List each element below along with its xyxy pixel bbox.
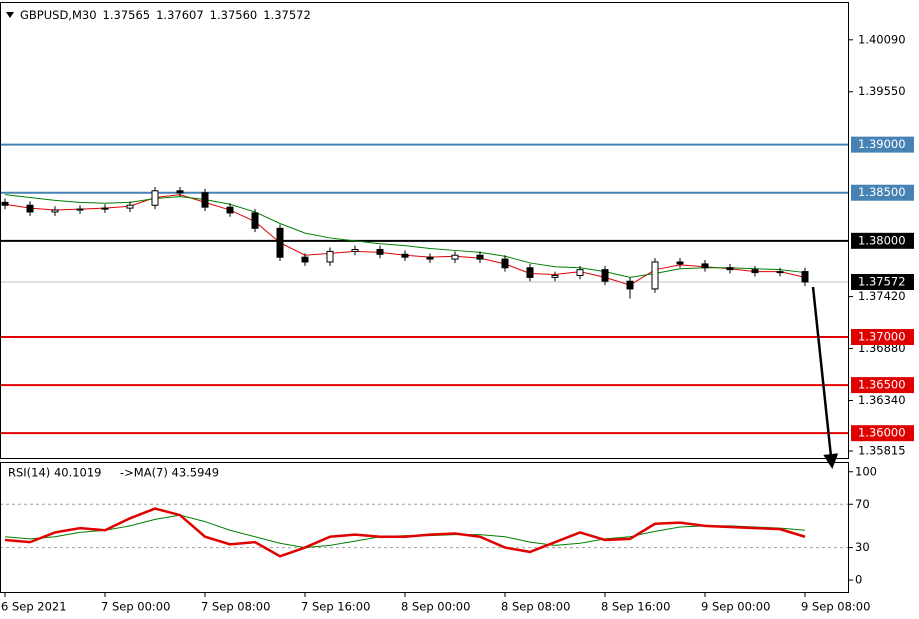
rsi-line xyxy=(4,507,806,558)
level-label-box xyxy=(851,377,914,394)
candle-body xyxy=(701,263,709,269)
level-label-box xyxy=(851,273,914,290)
y-tick-label: 1.36340 xyxy=(858,393,906,407)
x-tick-label: 6 Sep 2021 xyxy=(1,600,67,614)
candle-body xyxy=(751,269,759,274)
level-label: 1.36000 xyxy=(858,426,906,440)
y-tick-label: 1.37420 xyxy=(858,289,906,303)
menu-icon[interactable] xyxy=(6,12,14,18)
candle-body xyxy=(26,204,34,213)
candle-body xyxy=(251,212,259,229)
x-tick-label: 8 Sep 16:00 xyxy=(601,600,670,614)
candle-body xyxy=(801,271,809,283)
level-label: 1.38500 xyxy=(858,185,906,199)
main-panel xyxy=(0,2,849,459)
candle-body xyxy=(226,206,234,214)
candle-body xyxy=(176,190,184,194)
candle-body xyxy=(601,269,609,282)
candle-body xyxy=(551,274,559,278)
x-tick-label: 9 Sep 08:00 xyxy=(801,600,870,614)
rsi-title: RSI(14) 40.1019 xyxy=(8,466,102,480)
candle-body xyxy=(76,208,84,211)
candle-body xyxy=(51,209,59,213)
candle-body xyxy=(501,258,509,269)
candle-body xyxy=(151,190,159,206)
rsi-tick-label: 0 xyxy=(855,573,862,587)
candle-body xyxy=(376,248,384,255)
x-tick-label: 8 Sep 00:00 xyxy=(401,600,470,614)
y-tick-label: 1.39550 xyxy=(858,84,906,98)
moving-average xyxy=(4,194,806,278)
rsi-panel xyxy=(0,462,849,593)
rsi-tick-label: 100 xyxy=(855,464,877,478)
candle-body xyxy=(576,269,584,276)
level-label-box xyxy=(851,184,914,201)
level-label-box xyxy=(851,329,914,346)
level-label-box xyxy=(851,232,914,249)
level-label-box xyxy=(851,425,914,442)
rsi-ma-title: ->MA(7) 43.5949 xyxy=(120,466,219,480)
header: GBPUSD,M30 1.37565 1.37607 1.37560 1.37572 xyxy=(20,8,311,22)
candle-body xyxy=(351,248,359,252)
candle-body xyxy=(676,261,684,265)
candle-body xyxy=(476,254,484,260)
candle-body xyxy=(201,192,209,208)
symbol: GBPUSD,M30 xyxy=(20,8,97,22)
candle-body xyxy=(126,204,134,209)
x-tick-label: 7 Sep 08:00 xyxy=(201,600,270,614)
candle-body xyxy=(776,271,784,274)
forecast-arrow xyxy=(811,286,839,469)
price-plot xyxy=(1,143,848,435)
rsi-tick-label: 30 xyxy=(855,540,870,554)
candle-body xyxy=(1,201,9,206)
last-bar-value: 1.37560 xyxy=(210,8,258,22)
x-tick-label: 9 Sep 00:00 xyxy=(701,600,770,614)
last-bar-value: 1.37607 xyxy=(156,8,204,22)
axes: 1.400901.395501.374201.368801.363401.358… xyxy=(1,32,914,614)
candle-body xyxy=(626,280,634,290)
candle-body xyxy=(651,261,659,290)
candle-body xyxy=(326,250,334,263)
level-label: 1.37000 xyxy=(858,330,906,344)
x-tick-label: 8 Sep 08:00 xyxy=(501,600,570,614)
level-label: 1.38000 xyxy=(858,233,906,247)
candle-body xyxy=(401,253,409,258)
y-tick-label: 1.35815 xyxy=(858,443,906,457)
candle-body xyxy=(101,207,109,210)
y-tick-label: 1.40090 xyxy=(858,32,906,46)
last-bar-value: 1.37572 xyxy=(263,8,311,22)
candle-body xyxy=(426,256,434,260)
candle-body xyxy=(276,227,284,258)
candle-body xyxy=(451,254,459,260)
last-bar-value: 1.37565 xyxy=(103,8,151,22)
level-label-box xyxy=(851,136,914,153)
candle-body xyxy=(301,256,309,263)
level-label: 1.36500 xyxy=(858,378,906,392)
level-label: 1.37572 xyxy=(858,274,906,288)
level-label: 1.39000 xyxy=(858,137,906,151)
candle-body xyxy=(526,267,534,278)
rsi-plot xyxy=(1,503,848,558)
x-tick-label: 7 Sep 16:00 xyxy=(301,600,370,614)
candle-body xyxy=(726,267,734,271)
x-tick-label: 7 Sep 00:00 xyxy=(101,600,170,614)
rsi-tick-label: 70 xyxy=(855,497,870,511)
